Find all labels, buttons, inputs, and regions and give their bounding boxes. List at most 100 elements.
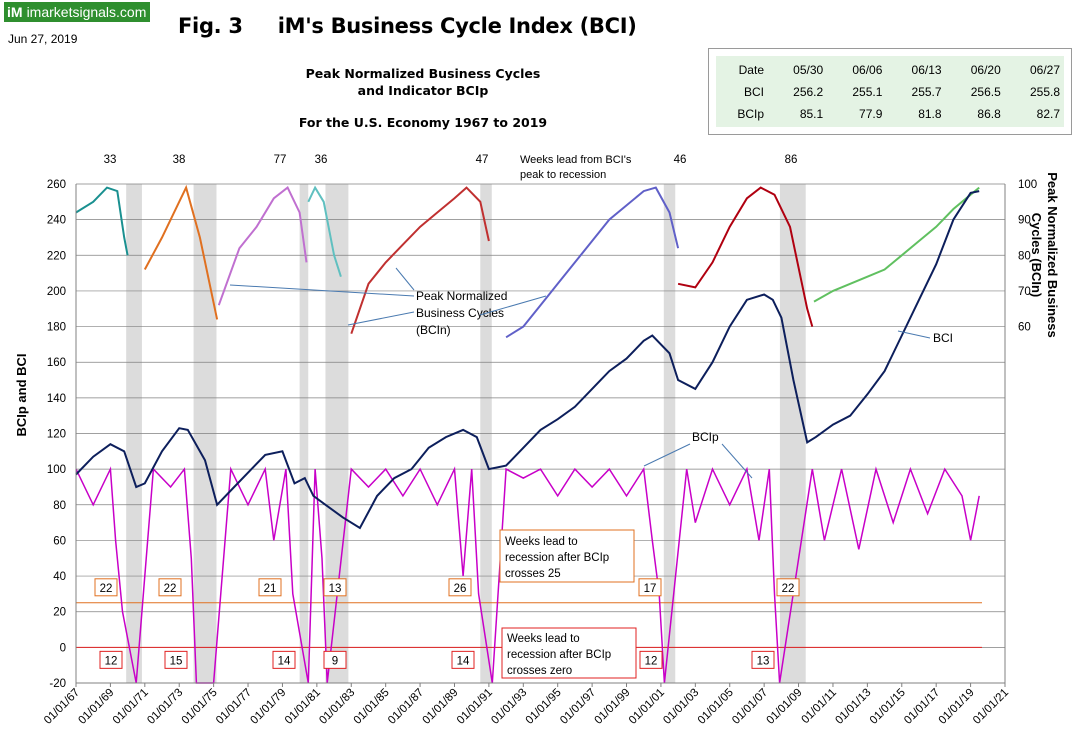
y-tick-label: 100	[47, 464, 66, 476]
y-tick-label: 220	[47, 250, 66, 262]
table-header-cell: 06/06	[852, 63, 883, 77]
table-cell: 256.2	[793, 85, 824, 99]
lead25-label-box	[638, 578, 662, 597]
bcin-line	[217, 186, 308, 306]
data-table: Date 05/30 06/06 06/13 06/20 06/27 BCI 2…	[708, 48, 1072, 135]
y-tick-label: 80	[53, 500, 66, 512]
lead0-box	[501, 627, 637, 679]
lead25-label: 22	[164, 583, 177, 595]
y-tick-label: 200	[47, 286, 66, 298]
bcin-line	[143, 184, 219, 320]
table-header-cell: 06/27	[1029, 63, 1060, 77]
lead0-label: 15	[170, 655, 183, 667]
subtitle-line2: and Indicator BCIp	[357, 83, 489, 98]
y2-tick-label: 100	[1018, 179, 1037, 191]
lead0-label: 12	[105, 655, 118, 667]
bcin-line	[505, 186, 680, 339]
x-tick-label: 01/01/77	[214, 687, 254, 727]
bcip-annotation: BCIp	[692, 430, 719, 444]
y-tick-label: 260	[47, 179, 66, 191]
lead0-annotation-line2: recession after BCIp	[507, 649, 611, 661]
table-row-label: BCIp	[737, 107, 764, 121]
y2-axis-label-line1: Peak Normalized BusinessCycles (BCIn)	[1029, 172, 1060, 337]
bcin-pointer	[229, 284, 415, 297]
y-tick-label: 60	[53, 535, 66, 547]
lead25-label-box	[448, 578, 472, 597]
table-row: BCI 256.2 255.1 255.7 256.5 255.8	[716, 81, 1064, 103]
x-tick-label: 01/01/97	[558, 687, 598, 727]
lead0-label-box	[99, 650, 123, 669]
logo-mark: iM	[4, 2, 26, 22]
top-lead-label: 47	[476, 154, 489, 166]
y-tick-label: 180	[47, 322, 66, 334]
x-tick-label: 01/01/83	[317, 687, 357, 727]
subtitle-line1: Peak Normalized Business Cycles	[305, 66, 541, 81]
y-tick-label: 120	[47, 429, 66, 441]
bci-series-group	[75, 190, 980, 530]
table-cell: 82.7	[1036, 107, 1060, 121]
x-tick-label: 01/01/17	[902, 687, 942, 727]
x-tick-label: 01/01/21	[971, 687, 1011, 727]
x-tick-label: 01/01/89	[420, 687, 460, 727]
y-tick-label: 0	[60, 642, 66, 654]
table-row-label: BCI	[743, 85, 764, 99]
top-lead-label: 33	[104, 154, 117, 166]
y2-tick-label: 60	[1018, 322, 1031, 334]
subtitle-line3: For the U.S. Economy 1967 to 2019	[298, 115, 548, 130]
x-tick-label: 01/01/67	[42, 687, 82, 727]
lead25-label: 21	[264, 583, 277, 595]
x-tick-label: 01/01/01	[627, 687, 667, 727]
x-tick-label: 01/01/71	[111, 687, 151, 727]
x-tick-label: 01/01/93	[489, 687, 529, 727]
lead0-label-box	[751, 650, 775, 669]
top-note-line1: Weeks lead from BCI's	[520, 154, 632, 166]
bcin-pointer	[395, 267, 415, 291]
lead0-label-box	[323, 650, 347, 669]
lead0-label: 12	[645, 655, 658, 667]
lead25-label: 13	[329, 583, 342, 595]
table-cell: 255.1	[852, 85, 883, 99]
bcin-line	[350, 186, 490, 335]
x-tick-label: 01/01/79	[248, 687, 288, 727]
lead0-label-box	[639, 650, 663, 669]
y-axis-label: BCIp and BCI	[14, 353, 29, 436]
top-lead-label: 86	[785, 154, 798, 166]
lead25-label-box	[94, 578, 118, 597]
bcin-annotation-line1: Peak Normalized	[416, 289, 507, 303]
lead25-label-box	[776, 578, 800, 597]
x-tick-label: 01/01/99	[593, 687, 633, 727]
x-tick-label: 01/01/13	[833, 687, 873, 727]
bcip-pointer	[643, 443, 691, 467]
y2-tick-label: 80	[1018, 250, 1031, 262]
x-tick-label: 01/01/03	[661, 687, 701, 727]
lead25-label: 26	[454, 583, 467, 595]
table-cell: 255.8	[1029, 85, 1060, 99]
lead0-annotation-line3: crosses zero	[507, 665, 572, 677]
top-lead-label: 36	[315, 154, 328, 166]
x-tick-label: 01/01/85	[352, 687, 392, 727]
x-tick-label: 01/01/75	[180, 687, 220, 727]
lead0-label: 13	[757, 655, 770, 667]
lead0-label-box	[451, 650, 475, 669]
lead25-label-box	[158, 578, 182, 597]
bcin-annotation-line2: Business Cycles	[416, 306, 504, 320]
lead25-box	[499, 529, 635, 583]
lead0-label: 14	[278, 655, 291, 667]
lead25-annotation-line2: recession after BCIp	[505, 552, 609, 564]
table-header-cell: 06/13	[911, 63, 942, 77]
report-date: Jun 27, 2019	[8, 32, 78, 46]
x-tick-label: 01/01/11	[800, 687, 840, 727]
x-tick-label: 01/01/07	[730, 687, 770, 727]
table-cell: 85.1	[799, 107, 824, 121]
y2-tick-label: 70	[1018, 286, 1031, 298]
x-tick-label: 01/01/91	[455, 687, 495, 727]
lead25-label-box	[258, 578, 282, 597]
bci-pointer	[897, 330, 931, 339]
x-tick-label: 01/01/09	[765, 687, 805, 727]
y-tick-label: 40	[53, 571, 66, 583]
table-row: BCIp 85.1 77.9 81.8 86.8 82.7	[716, 103, 1064, 125]
top-lead-label: 38	[173, 154, 186, 166]
bcin-annotation-line3: (BCIn)	[416, 323, 451, 337]
table-header-cell: Date	[738, 63, 764, 77]
